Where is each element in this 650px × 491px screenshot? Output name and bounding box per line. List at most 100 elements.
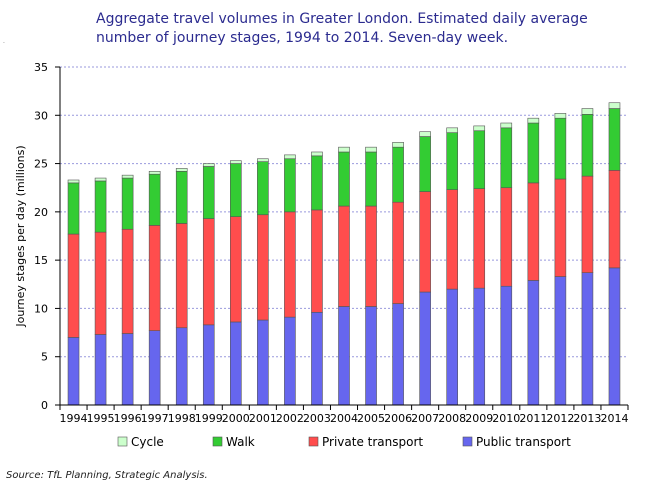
x-tick-label-2003: 2003 [303, 412, 331, 425]
bar-private-1994 [67, 233, 80, 338]
y-tick-label-5: 5 [41, 351, 48, 364]
bar-public-1996 [121, 333, 134, 406]
bar-private-2000 [230, 216, 242, 323]
bar-cycle-2007 [419, 131, 431, 137]
source-note: Source: TfL Planning, Strategic Analysis… [6, 470, 208, 481]
bar-cycle-2001 [257, 158, 269, 162]
bar-public-2009 [473, 287, 486, 406]
x-tick-label-2001: 2001 [249, 412, 277, 425]
bar-cycle-2008 [446, 127, 458, 133]
bar-private-1998 [175, 223, 188, 329]
bar-public-2002 [284, 316, 296, 406]
bar-public-1999 [202, 324, 215, 406]
bar-public-1994 [67, 337, 80, 406]
x-tick-label-2006: 2006 [384, 412, 412, 425]
bar-private-2001 [257, 214, 269, 321]
bar-public-1997 [148, 330, 161, 406]
legend-swatch-cycle [117, 436, 128, 447]
bar-cycle-1994 [67, 179, 80, 184]
legend-swatch-walk [212, 436, 223, 447]
x-tick-label-2002: 2002 [276, 412, 304, 425]
bar-walk-1997 [148, 173, 161, 226]
x-tick-label-2005: 2005 [357, 412, 385, 425]
bar-walk-2000 [230, 163, 242, 217]
x-tick-label-2008: 2008 [438, 412, 466, 425]
bar-private-2007 [419, 191, 431, 293]
x-tick-label-2010: 2010 [492, 412, 520, 425]
x-tick-label-2011: 2011 [519, 412, 547, 425]
bar-walk-2004 [338, 151, 350, 207]
bar-walk-2007 [419, 136, 431, 192]
bar-public-2012 [554, 276, 567, 406]
bar-public-2000 [230, 321, 242, 406]
legend-label-public: Public transport [476, 435, 571, 449]
x-tick-label-2004: 2004 [330, 412, 358, 425]
legend-swatch-private [308, 436, 319, 447]
chart-title: Aggregate travel volumes in Greater Lond… [96, 11, 588, 46]
bar-cycle-1998 [175, 168, 188, 172]
corner-mark: . [3, 38, 5, 45]
bar-cycle-2013 [581, 108, 594, 115]
bar-private-2005 [365, 205, 377, 307]
bar-cycle-1995 [94, 177, 107, 182]
bar-private-2012 [554, 178, 567, 277]
bar-public-2006 [392, 303, 404, 406]
x-tick-label-2013: 2013 [573, 412, 601, 425]
y-axis-title: Journey stages per day (millions) [14, 145, 27, 327]
y-tick-label-25: 25 [34, 158, 48, 171]
bar-walk-2002 [284, 158, 296, 213]
bar-walk-1995 [94, 180, 107, 233]
x-tick-label-2007: 2007 [411, 412, 439, 425]
y-tick-label-10: 10 [34, 302, 48, 315]
bar-walk-2008 [446, 132, 458, 190]
bar-public-2008 [446, 288, 458, 406]
x-tick-label-2012: 2012 [546, 412, 574, 425]
legend-swatch-public [462, 436, 473, 447]
bar-walk-2001 [257, 161, 269, 216]
bar-private-1999 [202, 218, 215, 326]
x-tick-label-2009: 2009 [465, 412, 493, 425]
y-tick-label-30: 30 [34, 109, 48, 122]
bar-cycle-1999 [202, 163, 215, 167]
bar-cycle-2005 [365, 146, 377, 153]
bar-private-2008 [446, 189, 458, 290]
bar-cycle-2011 [527, 117, 540, 124]
bar-cycle-2002 [284, 154, 296, 160]
bar-public-2004 [338, 306, 350, 406]
bar-private-2013 [581, 175, 594, 273]
bar-public-2007 [419, 291, 431, 406]
x-tick-label-2000: 2000 [222, 412, 250, 425]
bar-walk-1998 [175, 170, 188, 224]
bar-public-2005 [365, 306, 377, 406]
bar-public-1998 [175, 327, 188, 406]
bar-public-2003 [311, 311, 323, 406]
bar-private-2004 [338, 205, 350, 307]
bar-private-2002 [284, 211, 296, 318]
bar-walk-2012 [554, 117, 567, 180]
bar-private-2006 [392, 201, 404, 304]
x-tick-label-1996: 1996 [114, 412, 142, 425]
bar-walk-2003 [311, 155, 323, 211]
legend-label-private: Private transport [322, 435, 423, 449]
bar-private-2003 [311, 209, 323, 313]
bar-private-2011 [527, 182, 540, 281]
legend-label-walk: Walk [226, 435, 255, 449]
bar-private-1996 [121, 228, 134, 334]
bar-walk-2011 [527, 122, 540, 184]
bar-walk-2014 [608, 108, 621, 171]
bar-private-1997 [148, 225, 161, 331]
y-tick-label-0: 0 [41, 399, 48, 412]
bar-public-2001 [257, 319, 269, 406]
bar-walk-2006 [392, 146, 404, 203]
bar-public-2010 [500, 285, 513, 406]
bar-private-2014 [608, 170, 621, 269]
x-tick-label-1997: 1997 [141, 412, 169, 425]
bar-cycle-2003 [311, 151, 323, 157]
bar-walk-2005 [365, 151, 377, 207]
y-tick-label-15: 15 [34, 254, 48, 267]
x-tick-label-2014: 2014 [600, 412, 628, 425]
bar-walk-2013 [581, 114, 594, 177]
bar-cycle-1997 [148, 170, 161, 175]
